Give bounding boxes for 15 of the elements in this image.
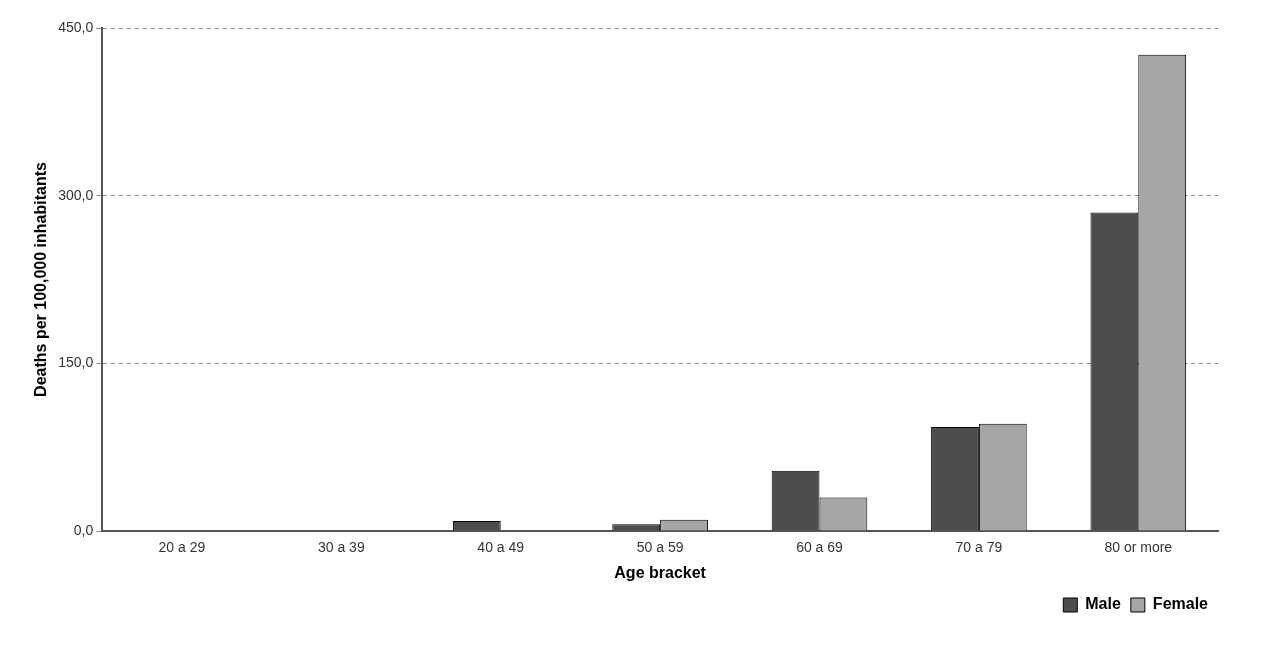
y-tick-label: 300,0 <box>58 186 94 203</box>
legend-label: Female <box>1152 595 1209 613</box>
legend-label: Male <box>1085 595 1121 613</box>
x-tick-label: 60 a 69 <box>796 539 844 556</box>
y-axis-title: Deaths per 100,000 inhabitants <box>32 162 50 397</box>
x-tick-label: 40 a 49 <box>477 539 525 556</box>
x-axis-title: Age bracket <box>614 563 707 581</box>
y-tick-label: 150,0 <box>58 354 94 371</box>
x-tick-label: 20 a 29 <box>158 539 206 556</box>
x-tick-label: 50 a 59 <box>636 539 684 556</box>
x-tick-label: 70 a 79 <box>955 539 1003 556</box>
y-tick-label: 450,0 <box>58 18 94 35</box>
x-tick-label: 30 a 39 <box>317 539 365 556</box>
x-tick-label: 80 or more <box>1104 539 1173 556</box>
y-tick-label: 0,0 <box>73 521 94 538</box>
